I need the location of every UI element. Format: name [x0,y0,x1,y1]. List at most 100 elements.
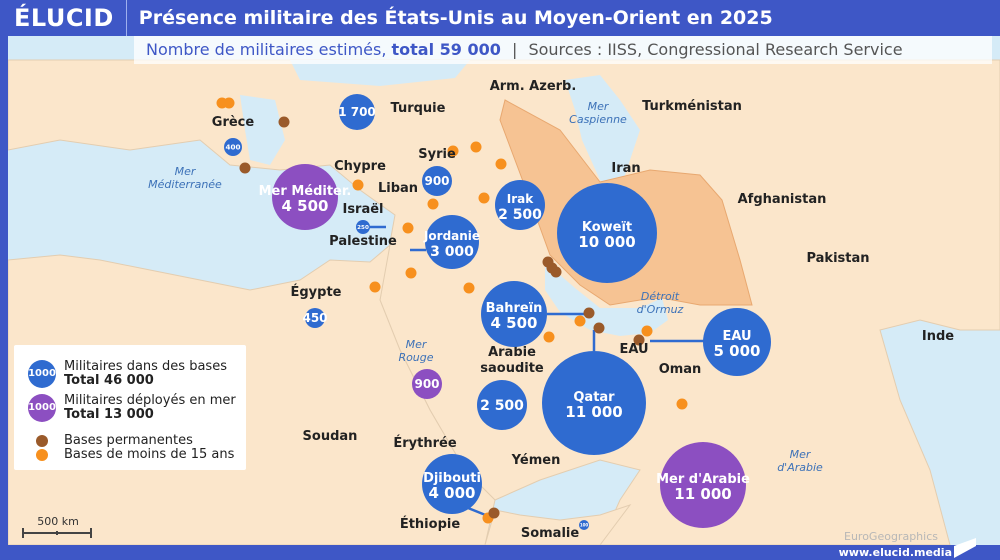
black-sea [290,60,470,86]
page-title: Présence militaire des États-Unis au Moy… [138,7,773,29]
deployment-turquie: 1 700 [338,94,376,130]
scale-label: 500 km [37,515,79,528]
deployment-value: 250 [357,225,369,231]
recent-base-dot [641,325,653,337]
legend-base-total: Total 46 000 [64,373,154,388]
subtitle-sources: Sources : IISS, Congressional Research S… [528,40,903,59]
permanent-base-dot [278,116,290,128]
permanent-base-dot [550,266,562,278]
header: ÉLUCID Présence militaire des États-Unis… [0,0,1000,36]
legend-recent: Bases de moins de 15 ans [28,448,234,462]
country-label: Grèce [212,115,255,130]
subtitle-text: Nombre de militaires estimés, [146,40,392,59]
deployment-value: 900 [414,377,439,391]
deployment-name: Mer Méditer. [259,184,352,199]
country-label: Inde [922,329,954,344]
country-label: Yémen [511,453,561,468]
legend-permanent-label: Bases permanentes [64,433,193,448]
deployment-circle [425,215,479,269]
recent-base-dot [223,97,235,109]
permanent-base-dot [542,256,554,268]
legend-sea: 1000 Militaires déployés en mer Total 13 … [28,394,236,422]
sea-label: Détroit d'Ormuz [637,290,684,316]
map: Turquie Grèce Arm. Azerb. Turkménistan Chypr… [8,0,1000,545]
persian-gulf [545,262,668,336]
legend-base-label: Militaires dans des bases [64,359,227,374]
subtitle-total: total 59 000 [391,40,501,59]
deployment-value: 3 000 [430,244,474,260]
recent-base-dot [463,282,475,294]
deployment-circle [477,380,527,430]
legend-sea-label: Militaires déployés en mer [64,393,236,408]
permanent-base-dot [583,307,595,319]
deployment-grece: 400 [224,138,242,156]
deployment-circle [305,308,325,328]
recent-base-dot [447,145,459,157]
country-label: Éthiopie [400,516,460,532]
legend-base-circle: 1000 [28,360,56,388]
deployment-circle [224,138,242,156]
deployment-name: Koweït [582,220,632,235]
recent-base-dot [352,179,364,191]
recent-base-dot [543,331,555,343]
legend-bases: 1000 Militaires dans des bases Total 46 0… [28,360,227,388]
country-label: Pakistan [806,251,869,266]
deployment-value: 450 [302,311,327,325]
country-label: Somalie [521,526,580,541]
permanent-base-dot [239,162,251,174]
permanent-base-dot [488,507,500,519]
recent-base-dot [369,281,381,293]
recent-base-dot [402,222,414,234]
country-label: Turkménistan [642,99,742,114]
deployment-circle [422,454,482,514]
deployment-name: EAU [722,329,751,344]
country-label: Soudan [303,429,358,444]
recent-base-dot [676,398,688,410]
deployment-circle [412,369,442,399]
deployment-circle [272,164,338,230]
permanent-dot-icon [36,435,48,447]
country-label: Oman [659,362,702,377]
subtitle: Nombre de militaires estimés, total 59 0… [134,36,992,64]
permanent-base-dot [633,334,645,346]
elucid-flag-icon [954,538,976,558]
sea-label: Mer d'Arabie [777,448,823,474]
website-link[interactable]: www.elucid.media [838,546,952,559]
legend-sea-total: Total 13 000 [64,407,154,422]
seas [240,60,668,336]
deployment-circle [339,94,375,130]
country-label: EAU [619,342,648,357]
deployment-name: Irak [507,192,534,206]
recent-base-dot [470,141,482,153]
sea-label: Mer Caspienne [569,100,627,126]
deployment-value: 4 500 [491,314,538,332]
deployment-value: 900 [424,174,449,188]
deployment-circle [542,351,646,455]
deployment-value: 2 500 [498,207,542,223]
deployment-syrie: 900 [422,166,452,196]
country-label: Arabie saoudite [480,345,544,376]
country-label: Chypre [334,159,386,174]
country-label: Érythrée [393,435,456,451]
recent-base-dot [495,158,507,170]
deployment-value: 400 [225,143,240,152]
deployment-israel: 250 [356,220,370,234]
legend-recent-label: Bases de moins de 15 ans [64,447,235,462]
recent-base-dot [427,198,439,210]
deployment-circle [422,166,452,196]
scale-bar: 500 km [22,515,96,541]
deployment-med: Mer Méditer.4 500 [259,164,352,230]
deployment-value: 100 [580,522,589,527]
country-label: Palestine [329,234,397,249]
country-label: Arm. Azerb. [490,79,577,94]
deployment-value: 1 700 [338,105,376,119]
deployment-name: Mer d'Arabie [656,472,750,487]
country-label: Liban [378,181,418,196]
